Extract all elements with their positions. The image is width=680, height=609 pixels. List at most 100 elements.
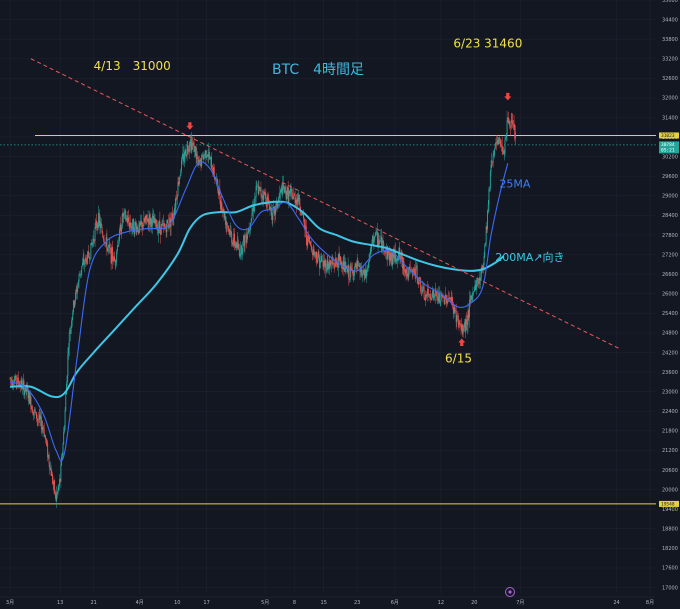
candle-body (57, 487, 59, 492)
candle-body (135, 225, 137, 233)
candle-body (211, 168, 213, 170)
annotation-4-13: 4/13 31000 (94, 59, 171, 73)
candle-body (175, 197, 177, 208)
candle-body (293, 193, 295, 196)
candle-body (415, 266, 417, 276)
candle-body (252, 207, 254, 213)
candle-body (415, 265, 417, 267)
candle-body (127, 217, 129, 223)
candle-body (197, 157, 199, 165)
candle-body (12, 384, 14, 386)
candle-body (342, 261, 344, 270)
candle-body (304, 224, 306, 231)
candle-body (450, 298, 452, 301)
candle-body (187, 145, 189, 150)
candle-body (353, 269, 355, 276)
candle-body (243, 235, 245, 246)
candle-body (84, 263, 86, 265)
candle-body (10, 378, 12, 381)
candle-body (117, 245, 119, 247)
candle-body (151, 219, 152, 228)
candle-body (443, 297, 445, 305)
candle-body (177, 181, 179, 196)
candle-body (462, 324, 463, 335)
candle-body (79, 273, 81, 276)
candle-body (236, 242, 238, 248)
candle-body (45, 435, 47, 440)
candle-body (376, 231, 378, 246)
candle-body (280, 189, 281, 194)
candle-body (251, 212, 253, 219)
candle-body (222, 209, 224, 212)
candle-body (239, 254, 241, 256)
candle-body (497, 139, 499, 144)
candle-body (316, 256, 318, 264)
candle-body (434, 295, 436, 298)
candle-body (491, 161, 493, 165)
candle-body (185, 155, 187, 157)
candle-body (146, 218, 148, 222)
candle-body (128, 221, 130, 228)
candle-body (171, 213, 173, 220)
candle-body (146, 214, 148, 219)
candle-body (355, 263, 357, 265)
x-tick-label: 8月 (646, 600, 654, 606)
candle-body (76, 289, 78, 293)
candle-body (334, 265, 336, 267)
candle-body (489, 188, 491, 190)
candle-body (188, 149, 189, 152)
candle-body (374, 236, 376, 240)
candle-body (282, 182, 284, 195)
candle-body (367, 262, 369, 268)
chart-logo-icon[interactable] (505, 587, 515, 597)
candle-body (254, 197, 256, 207)
candle-body (365, 269, 367, 279)
candle-body (22, 381, 24, 384)
candle-body (60, 465, 62, 482)
candle-body (257, 186, 259, 194)
y-axis[interactable]: 17000 17600 18200 18800 19400 20000 20600 21200… (656, 0, 680, 609)
candle-body (397, 258, 399, 261)
candle-body (94, 227, 96, 242)
candle-body (41, 426, 43, 430)
candle-body (399, 256, 401, 259)
candle-body (193, 143, 195, 153)
candle-body (120, 225, 122, 235)
candle-body (210, 156, 212, 159)
candle-body (317, 259, 318, 264)
x-tick-label: 17 (203, 600, 209, 606)
candle-body (427, 288, 429, 295)
candle-body (400, 252, 402, 259)
candle-body (452, 301, 454, 308)
candle-body (63, 428, 65, 432)
candle-body (35, 412, 37, 413)
candle-body (479, 277, 481, 281)
y-tick-label: 21200 (662, 448, 678, 454)
candle-body (292, 197, 294, 200)
candle-body (10, 377, 12, 379)
candle-body (289, 191, 291, 194)
candle-body (271, 215, 273, 221)
candle-body (420, 277, 422, 292)
candle-body (468, 299, 470, 318)
candle-body (509, 121, 511, 128)
candle-body (287, 187, 289, 203)
candle-body (204, 150, 206, 156)
x-tick-label: 15 (321, 600, 327, 606)
candle-body (440, 293, 442, 302)
candle-body (270, 206, 272, 208)
candle-body (129, 223, 131, 228)
candle-body (71, 317, 73, 327)
candle-body (70, 326, 72, 329)
candle-body (498, 137, 500, 144)
candle-body (330, 263, 332, 265)
candle-body (472, 291, 474, 295)
candle-body (118, 241, 120, 247)
candle-body (307, 235, 309, 238)
candle-body (303, 218, 305, 225)
candle-body (148, 218, 150, 225)
x-axis[interactable]: 3月 13 21 4月 10 17 5月 8 15 23 6月 12 20 7月 24 8月 (0, 596, 655, 606)
candle-body (460, 325, 462, 330)
